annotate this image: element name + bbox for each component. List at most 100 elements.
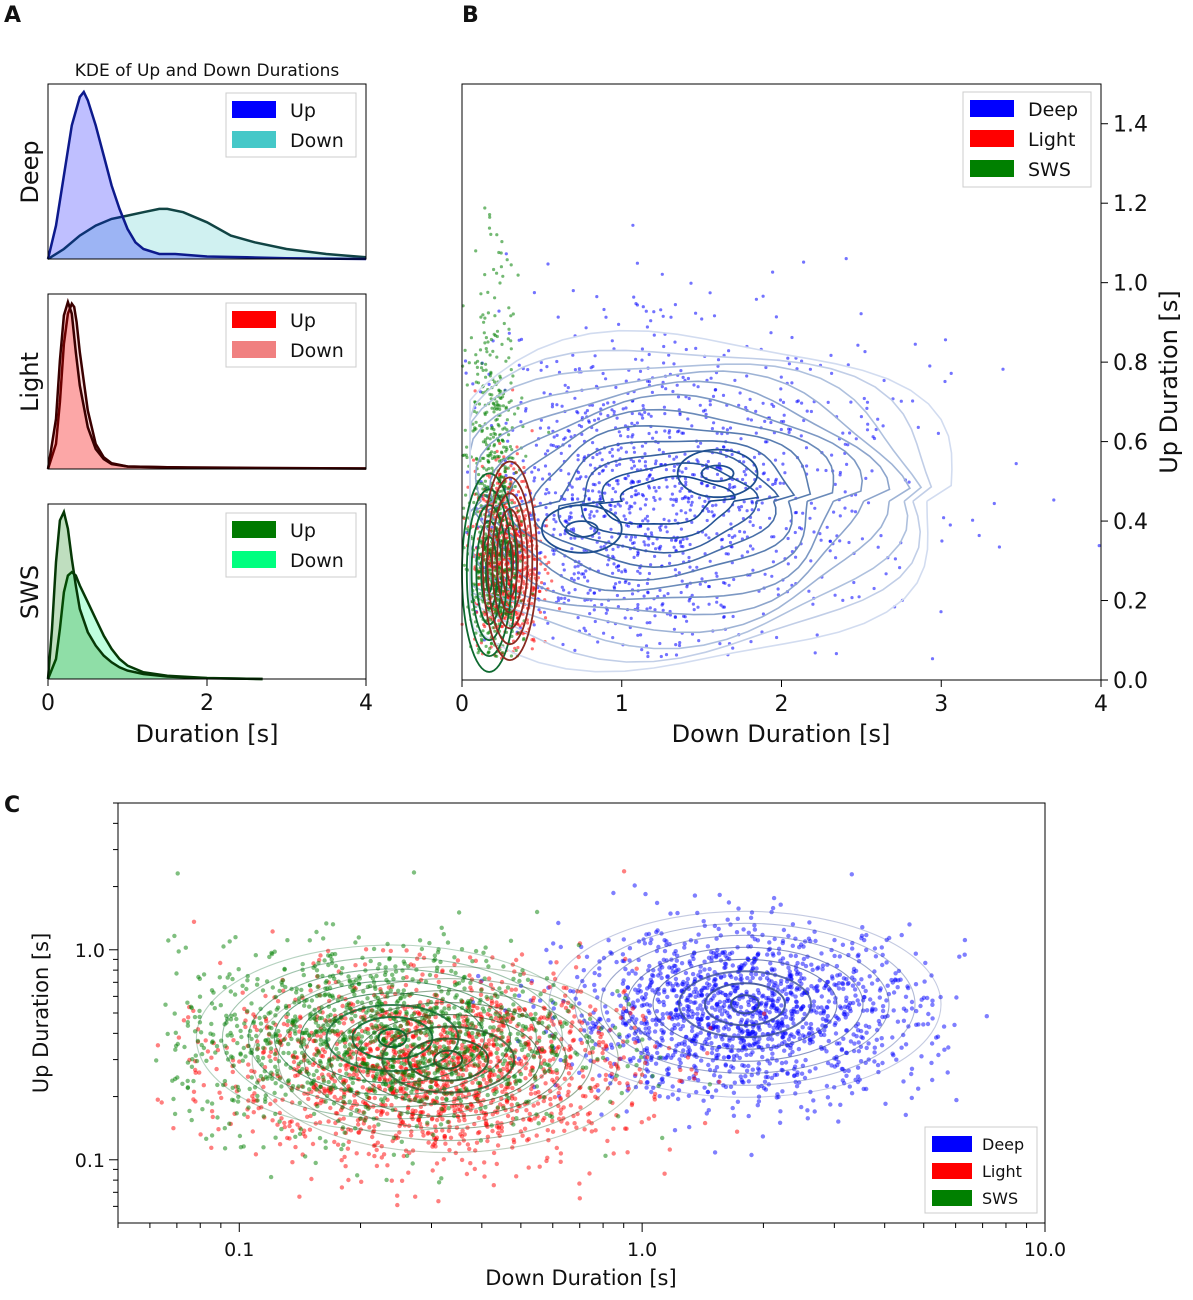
point-sws [516,273,520,277]
point-deep [687,396,691,401]
point-sws [490,406,494,410]
point-deep [738,1074,743,1079]
point-deep [728,540,733,545]
point-light [530,429,534,433]
point-deep [824,1083,830,1089]
point-deep [507,331,511,335]
point-deep [610,498,614,502]
point-deep [794,510,799,515]
point-sws [483,411,487,415]
point-deep [654,1022,659,1027]
point-sws [471,422,475,426]
point-deep [670,1084,675,1089]
point-deep [838,473,842,477]
x-tick-label: 1 [615,692,629,717]
point-deep [809,984,814,989]
point-deep [650,988,655,993]
point-deep [761,612,766,616]
point-light [532,637,536,641]
point-deep [731,646,735,650]
point-deep [891,1008,896,1013]
point-deep [597,536,601,540]
point-light [290,1160,295,1165]
kde-plot-deep [46,89,367,261]
point-sws [472,582,476,586]
point-light [380,948,386,953]
point-deep [679,590,683,595]
point-deep [571,353,575,357]
point-deep [738,508,742,512]
point-deep [586,591,590,595]
point-sws [509,347,513,351]
point-deep [742,460,746,464]
point-deep [552,527,556,531]
point-deep [608,450,612,454]
point-deep [717,1074,723,1079]
point-deep [716,358,721,362]
point-deep [780,1089,785,1094]
point-deep [733,534,737,538]
point-deep [809,409,814,414]
point-deep [813,651,817,655]
point-light [539,562,543,566]
point-sws [511,456,515,460]
point-deep [658,528,663,532]
point-deep [689,281,693,285]
point-deep [769,331,773,335]
point-sws [484,347,488,351]
point-deep [790,1017,795,1022]
point-light [509,464,513,468]
point-deep [721,393,726,397]
point-deep [711,950,716,956]
point-deep [663,429,667,433]
point-deep [506,439,510,443]
point-deep [591,441,595,445]
point-deep [680,497,685,501]
point-deep [772,535,776,539]
point-deep [683,452,687,456]
point-deep [913,951,918,956]
point-light [507,582,511,586]
point-deep [691,602,696,606]
point-deep [623,476,627,480]
point-deep [663,412,667,416]
point-light [341,1021,347,1026]
point-light [582,1127,587,1132]
point-deep [619,446,623,450]
point-sws [502,321,506,326]
point-deep [550,402,555,406]
point-light [518,624,522,628]
point-sws [492,561,496,565]
point-deep [636,553,640,557]
point-deep [712,1073,717,1078]
point-deep [584,507,588,511]
point-deep [880,1008,886,1014]
point-deep [887,935,892,941]
point-deep [642,540,646,544]
point-deep [720,1037,725,1042]
point-light [530,647,534,651]
point-deep [752,1031,758,1037]
point-deep [802,418,806,423]
point-deep [929,1060,934,1066]
point-light [621,1055,626,1060]
point-deep [705,518,709,523]
point-deep [781,462,785,466]
point-sws [514,648,518,653]
point-sws [504,445,508,449]
point-light [473,389,477,393]
point-deep [658,641,662,646]
point-deep [658,497,662,501]
point-deep [616,482,620,486]
point-deep [556,596,560,600]
point-deep [653,462,658,466]
point-light [309,1176,314,1182]
point-light [335,1142,341,1147]
point-light [482,498,486,502]
point-deep [864,1008,870,1013]
point-deep [903,1042,909,1047]
point-deep [844,1073,849,1079]
point-deep [575,477,579,481]
point-deep [811,602,815,606]
point-deep [776,1022,782,1028]
